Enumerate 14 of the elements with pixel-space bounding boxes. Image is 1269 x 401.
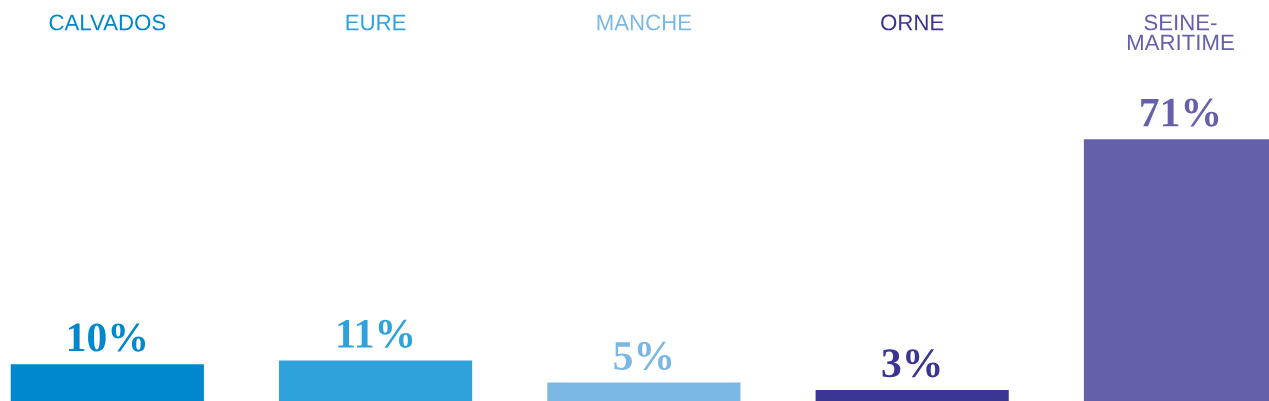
bar [547, 382, 741, 401]
bar [10, 364, 204, 401]
x-tick-label: CALVADOS [49, 14, 166, 31]
data-label: 11% [338, 319, 413, 348]
data-label: 3% [882, 349, 940, 378]
x-tick-label: SEINE-MARITIME [1127, 14, 1234, 51]
x-tick-label: ORNE [881, 14, 944, 31]
data-label: 10% [68, 323, 146, 352]
x-tick-label: EURE [346, 14, 406, 31]
data-label: 71% [1141, 98, 1219, 127]
data-label: 5% [614, 341, 672, 371]
bar [815, 389, 1009, 401]
bar [279, 360, 473, 401]
x-tick-label: MANCHE [597, 14, 692, 31]
